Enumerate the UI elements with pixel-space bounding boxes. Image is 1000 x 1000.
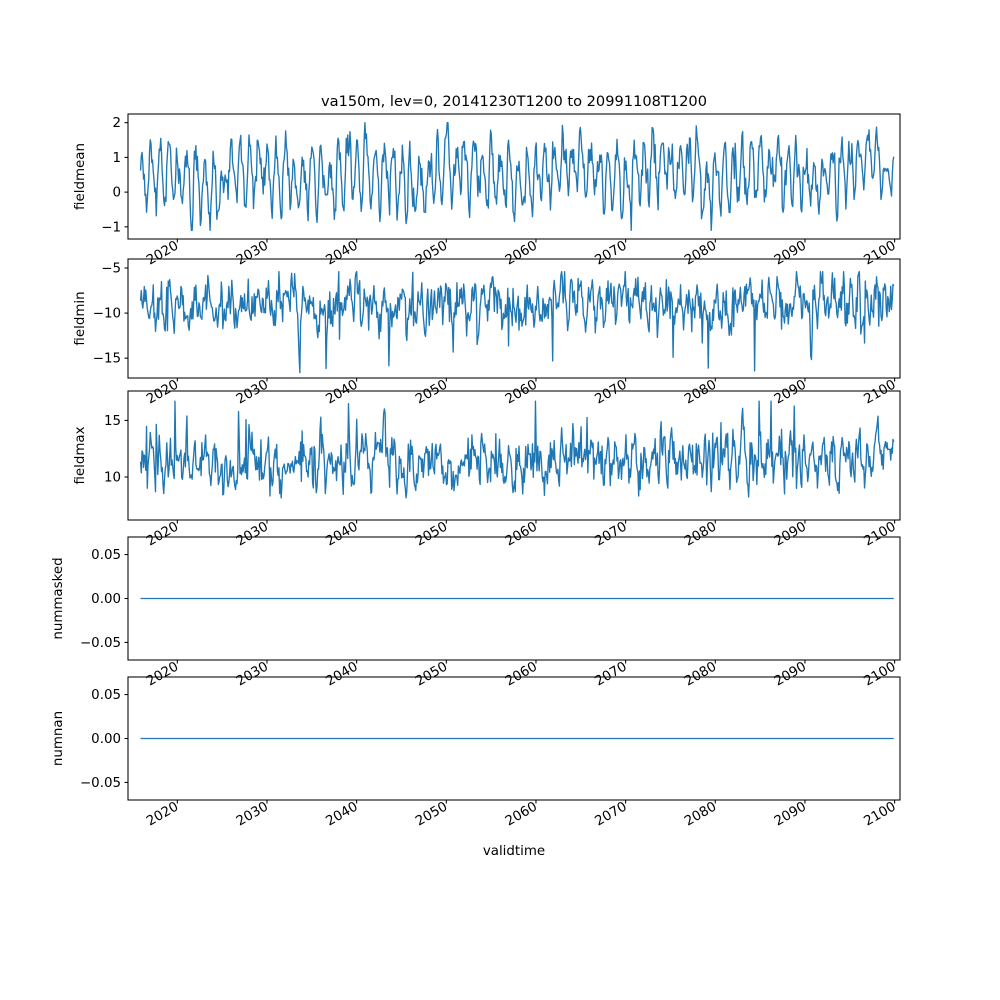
y-tick-label: −5	[101, 262, 121, 277]
axes-frame	[127, 258, 901, 379]
y-tick-label: 0.05	[91, 548, 121, 563]
x-axis-label: validtime	[483, 844, 545, 859]
figure-title: va150m, lev=0, 20141230T1200 to 20991108…	[321, 93, 707, 110]
y-axis-label-fieldmax: fieldmax	[73, 426, 88, 484]
y-tick-label: 1	[112, 151, 121, 166]
y-tick-label: 0.05	[91, 688, 121, 703]
axes-frame	[127, 113, 901, 240]
y-tick-label: 0.00	[91, 592, 121, 607]
y-axis-label-numnan: numnan	[51, 711, 66, 766]
y-tick-label: −15	[93, 352, 121, 367]
y-axis-label-nummasked: nummasked	[51, 557, 66, 639]
series-line-fieldmean	[139, 122, 895, 231]
series-line-fieldmax	[139, 400, 895, 499]
y-axis-label-fieldmin: fieldmin	[73, 291, 88, 345]
series-line-fieldmin	[139, 270, 895, 374]
y-tick-label: 0.00	[91, 732, 121, 747]
y-tick-label: −0.05	[80, 776, 121, 791]
y-tick-label: −1	[101, 220, 121, 235]
y-tick-label: 0	[112, 186, 121, 201]
y-tick-label: −10	[93, 307, 121, 322]
y-tick-label: 2	[112, 116, 121, 131]
axes-frame	[127, 390, 901, 521]
y-axis-label-fieldmean: fieldmean	[73, 143, 88, 210]
y-tick-label: −0.05	[80, 636, 121, 651]
y-tick-label: 15	[104, 414, 121, 429]
y-tick-label: 10	[104, 471, 121, 486]
